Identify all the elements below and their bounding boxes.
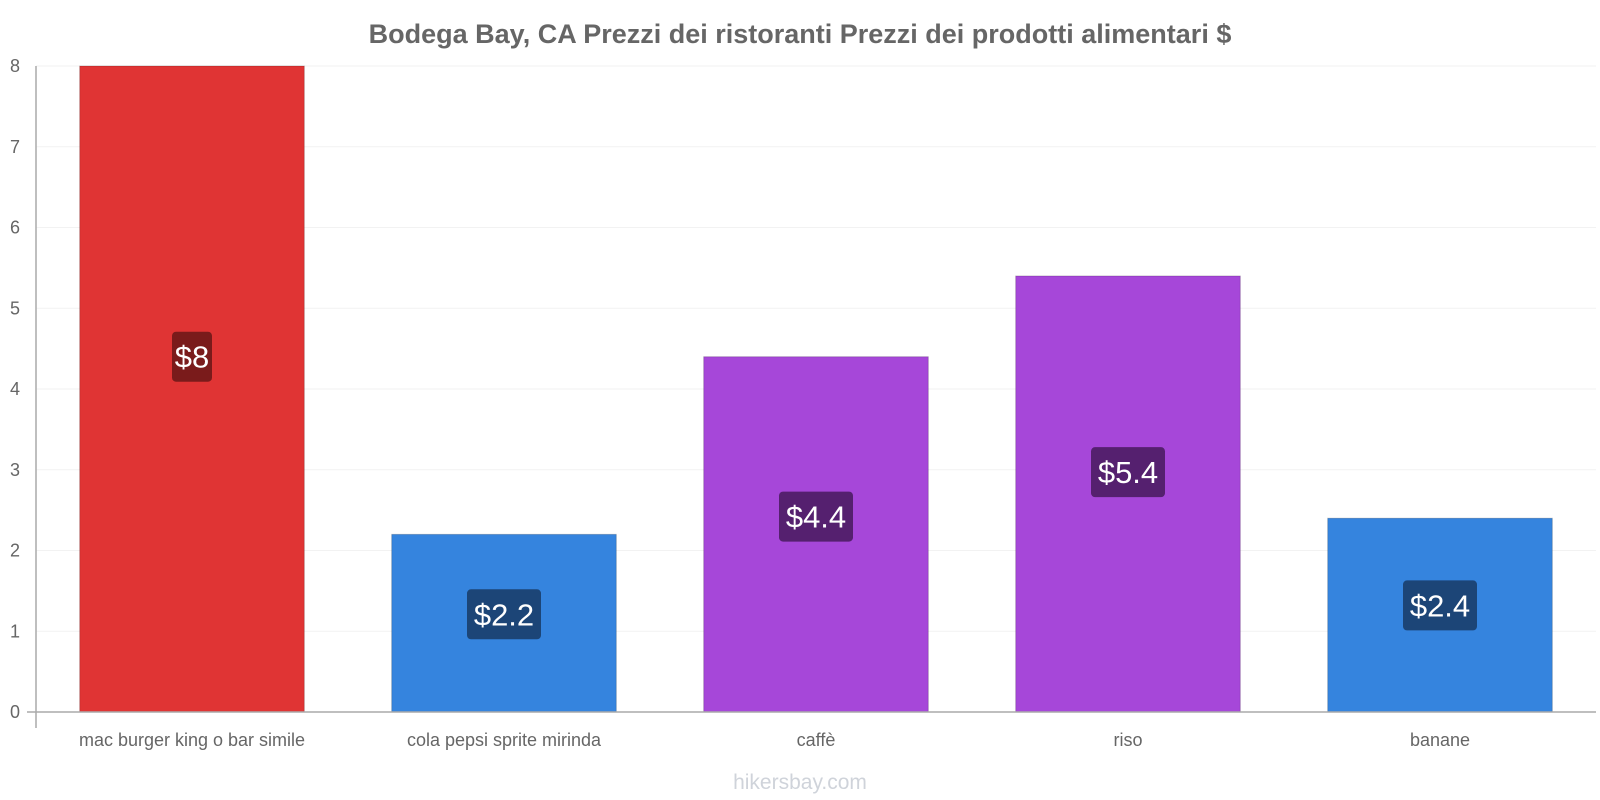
y-tick-label: 7 xyxy=(10,137,20,157)
data-label: $5.4 xyxy=(1098,455,1158,490)
data-label: $2.4 xyxy=(1410,588,1470,623)
data-labels: $8 $2.2 $4.4 $5.4 $2.4 xyxy=(172,331,1477,640)
x-axis-ticks: mac burger king o bar simile cola pepsi s… xyxy=(79,730,1470,750)
y-tick-label: 8 xyxy=(10,56,20,76)
x-tick-label: banane xyxy=(1410,730,1470,750)
y-tick-label: 5 xyxy=(10,298,20,318)
watermark: hikersbay.com xyxy=(733,771,867,794)
x-tick-label: riso xyxy=(1113,730,1142,750)
data-label-background xyxy=(467,589,541,640)
data-label-background xyxy=(779,491,853,542)
data-label-background xyxy=(1403,580,1477,631)
y-axis-ticks: 0 1 2 3 4 5 6 7 8 xyxy=(10,56,20,722)
y-tick-label: 1 xyxy=(10,621,20,641)
x-tick-label: mac burger king o bar simile xyxy=(79,730,305,750)
data-label: $4.4 xyxy=(786,500,846,535)
data-label-background xyxy=(172,331,212,382)
data-label: $8 xyxy=(175,340,209,375)
y-tick-label: 2 xyxy=(10,541,20,561)
x-tick-label: cola pepsi sprite mirinda xyxy=(407,730,602,750)
x-tick-label: caffè xyxy=(797,730,836,750)
y-tick-label: 0 xyxy=(10,702,20,722)
bar xyxy=(79,65,305,713)
data-label: $2.2 xyxy=(474,597,534,632)
chart-title: Bodega Bay, CA Prezzi dei ristoranti Pre… xyxy=(369,19,1232,49)
data-label-background xyxy=(1091,447,1165,498)
y-tick-label: 4 xyxy=(10,379,20,399)
y-tick-label: 3 xyxy=(10,460,20,480)
y-tick-label: 6 xyxy=(10,218,20,238)
